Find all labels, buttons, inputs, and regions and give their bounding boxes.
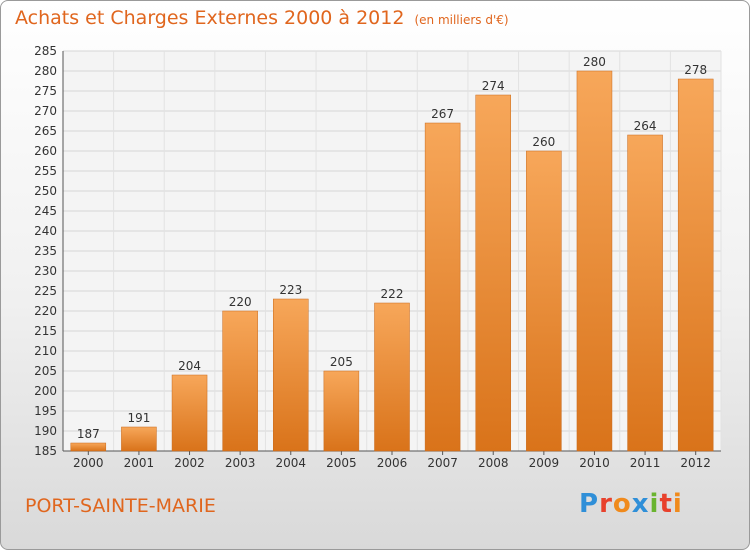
y-tick-label: 215 — [34, 324, 57, 338]
bar-value-label: 220 — [229, 295, 252, 309]
unit-note: (en milliers d'€) — [414, 13, 509, 27]
bar-value-label: 274 — [482, 79, 505, 93]
y-tick-label: 275 — [34, 84, 57, 98]
chart-title: Achats et Charges Externes 2000 à 2012 (e… — [15, 7, 509, 29]
bar — [121, 426, 157, 452]
bar — [424, 122, 461, 452]
y-tick-label: 255 — [34, 164, 57, 178]
place-name: PORT-SAINTE-MARIE — [25, 495, 216, 517]
x-tick-label: 2001 — [124, 456, 155, 470]
bar-value-label: 187 — [77, 427, 100, 441]
bar — [70, 442, 107, 452]
bars — [70, 70, 714, 452]
y-tick-label: 230 — [34, 264, 57, 278]
y-tick-label: 225 — [34, 284, 57, 298]
labels: 185 190 195 200 205 210 215 220 225 230 235 240 245 2… — [34, 44, 711, 470]
x-tick-label: 2011 — [630, 456, 661, 470]
y-tick-label: 245 — [34, 204, 57, 218]
y-tick-label: 280 — [34, 64, 57, 78]
x-tick-label: 2009 — [529, 456, 560, 470]
x-tick-label: 2000 — [73, 456, 104, 470]
x-tick-label: 2003 — [225, 456, 256, 470]
x-tick-label: 2010 — [579, 456, 610, 470]
x-tick-label: 2012 — [680, 456, 711, 470]
y-tick-label: 190 — [34, 424, 57, 438]
bar — [273, 298, 309, 452]
y-tick-label: 265 — [34, 124, 57, 138]
logo-letter: r — [599, 489, 613, 519]
x-tick-label: 2006 — [377, 456, 408, 470]
y-tick-label: 195 — [34, 404, 57, 418]
bar — [171, 374, 208, 452]
x-tick-label: 2008 — [478, 456, 509, 470]
bar — [627, 134, 663, 452]
y-tick-label: 200 — [34, 384, 57, 398]
bar-value-label: 204 — [178, 359, 201, 373]
bar-value-label: 264 — [634, 119, 657, 133]
bar — [576, 70, 613, 452]
bar-value-label: 222 — [381, 287, 404, 301]
bar — [475, 94, 511, 452]
y-tick-label: 185 — [34, 444, 57, 458]
bar-value-label: 191 — [127, 411, 150, 425]
y-tick-label: 220 — [34, 304, 57, 318]
title-text: Achats et Charges Externes 2000 à 2012 — [15, 7, 405, 29]
logo-letter: t — [659, 489, 673, 519]
bar-value-label: 280 — [583, 55, 606, 69]
bar-value-label: 223 — [279, 283, 302, 297]
bar — [374, 302, 410, 452]
y-tick-label: 270 — [34, 104, 57, 118]
x-tick-label: 2002 — [174, 456, 205, 470]
proxiti-logo: Proxiti — [579, 489, 683, 519]
bar — [222, 310, 258, 452]
x-tick-label: 2007 — [427, 456, 458, 470]
y-tick-label: 250 — [34, 184, 57, 198]
y-tick-label: 210 — [34, 344, 57, 358]
y-tick-label: 285 — [34, 44, 57, 58]
logo-letter: i — [649, 489, 660, 519]
bar-value-label: 260 — [532, 135, 555, 149]
logo-letter: i — [672, 489, 683, 519]
bar — [323, 370, 360, 452]
y-tick-label: 260 — [34, 144, 57, 158]
bar-value-label: 278 — [684, 63, 707, 77]
x-tick-label: 2005 — [326, 456, 357, 470]
logo-letter: x — [631, 489, 650, 519]
bar-chart: 185 190 195 200 205 210 215 220 225 230 235 240 245 2… — [34, 44, 722, 470]
bar-value-label: 267 — [431, 107, 454, 121]
y-tick-label: 240 — [34, 224, 57, 238]
logo-letter: P — [579, 489, 600, 519]
bar — [526, 150, 562, 452]
bar — [677, 78, 714, 452]
bar-value-label: 205 — [330, 355, 353, 369]
y-tick-label: 205 — [34, 364, 57, 378]
x-tick-label: 2004 — [275, 456, 306, 470]
y-tick-label: 235 — [34, 244, 57, 258]
logo-letter: o — [612, 489, 632, 519]
